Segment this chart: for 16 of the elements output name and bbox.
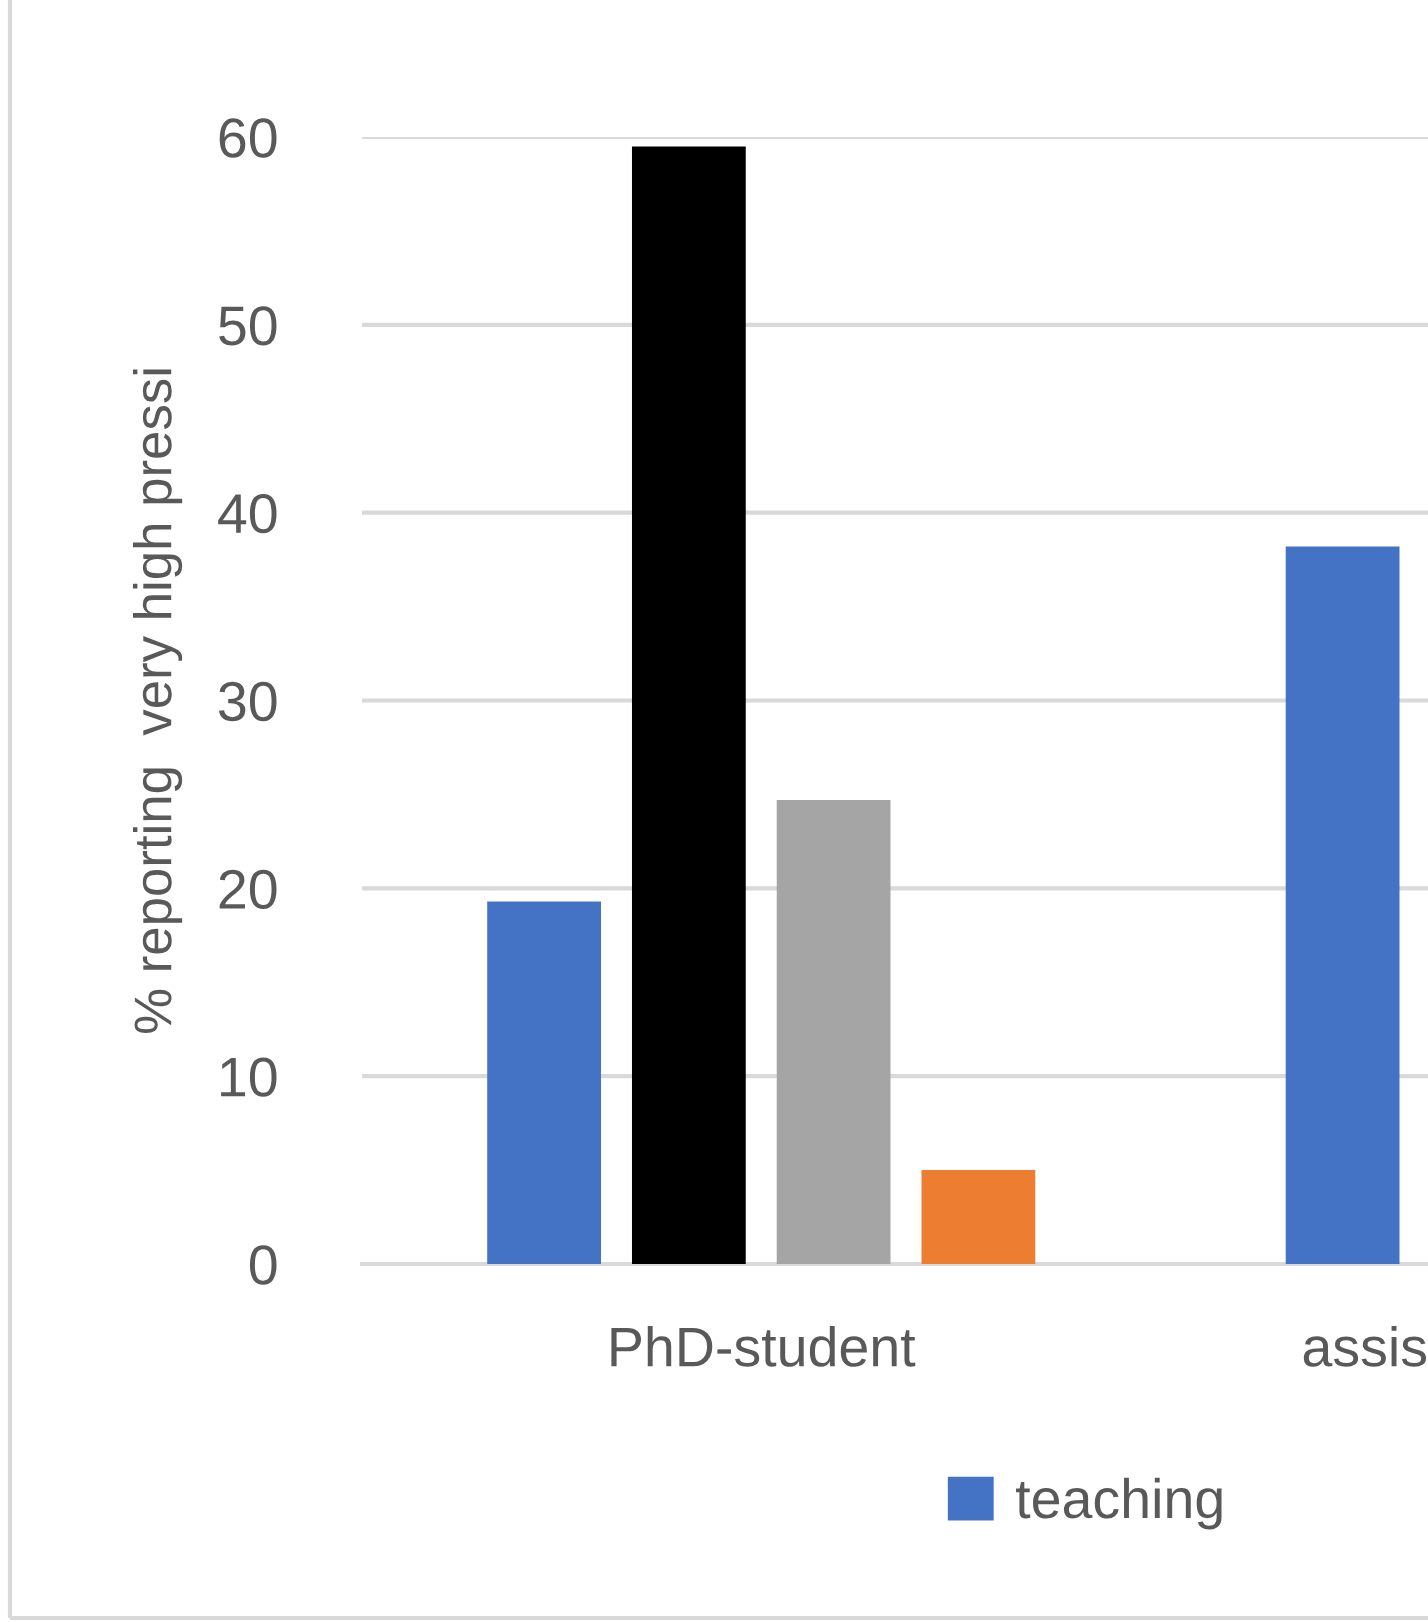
y-tick-label: 40	[218, 494, 277, 534]
bar	[921, 1170, 1036, 1264]
y-tick-label: 20	[219, 869, 277, 910]
legend-label: teaching	[1016, 1477, 1222, 1530]
y-tick-label: 10	[221, 1057, 277, 1097]
y-axis-title: % reporting very high pressi	[132, 369, 183, 1034]
y-tick-label: 0	[249, 1245, 277, 1285]
y-tick-label: 60	[219, 118, 277, 158]
bar	[487, 901, 601, 1264]
y-tick-label: 50	[219, 306, 277, 346]
bar	[1285, 546, 1400, 1264]
bar	[631, 146, 746, 1264]
bar	[776, 800, 891, 1264]
x-tick-label: assis	[1303, 1325, 1426, 1367]
x-tick-label: PhD-student	[611, 1325, 916, 1367]
y-tick-label: 30	[219, 681, 277, 722]
